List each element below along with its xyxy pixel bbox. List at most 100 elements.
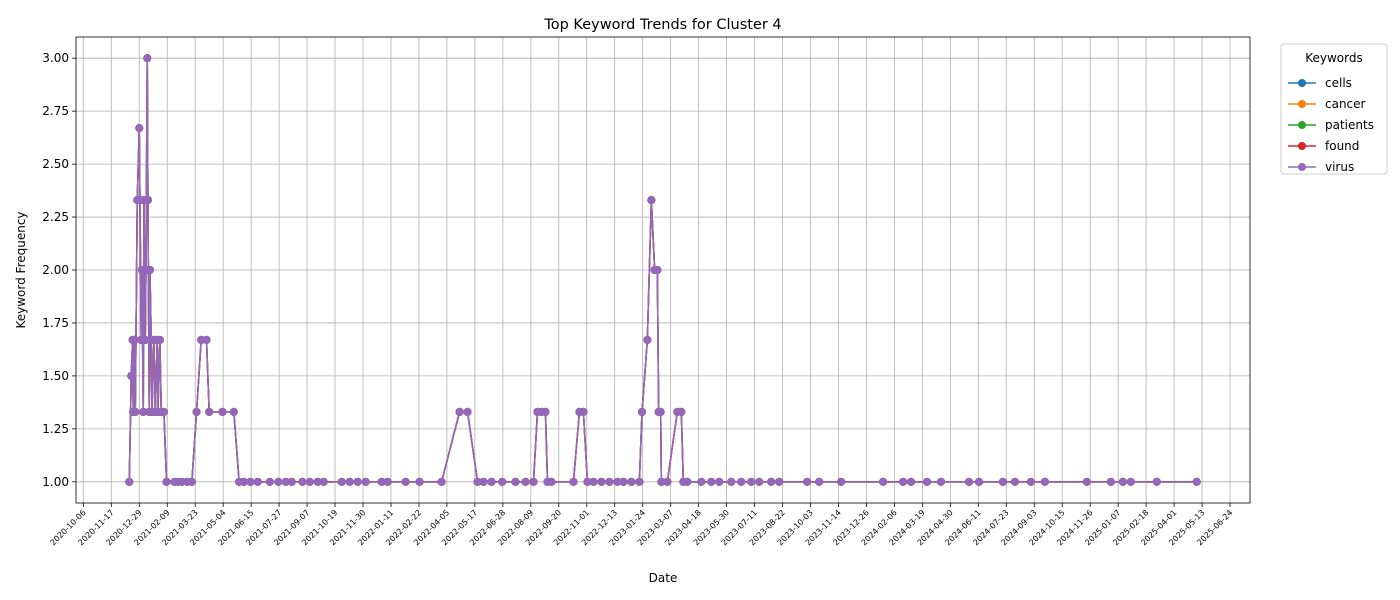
y-tick-label: 1.00	[42, 475, 69, 489]
data-point	[1152, 477, 1161, 486]
legend-label: found	[1325, 139, 1359, 153]
data-point	[899, 477, 908, 486]
data-point	[583, 477, 592, 486]
data-point	[1082, 477, 1091, 486]
data-point	[141, 335, 150, 344]
legend-marker	[1298, 142, 1306, 150]
data-point	[274, 477, 283, 486]
data-point	[815, 477, 824, 486]
data-point	[657, 477, 666, 486]
data-point	[767, 477, 776, 486]
data-point	[281, 477, 290, 486]
data-point	[253, 477, 262, 486]
legend-title: Keywords	[1305, 51, 1363, 65]
data-point	[498, 477, 507, 486]
data-point	[613, 477, 622, 486]
data-point	[907, 477, 916, 486]
plot-area	[125, 54, 1201, 486]
data-point	[747, 477, 756, 486]
y-tick-label: 1.75	[42, 316, 69, 330]
legend-label: virus	[1325, 160, 1354, 174]
legend-marker	[1298, 163, 1306, 171]
data-point	[597, 477, 606, 486]
data-point	[415, 477, 424, 486]
data-point	[131, 407, 140, 416]
data-point	[715, 477, 724, 486]
data-point	[218, 407, 227, 416]
data-point	[635, 477, 644, 486]
data-point	[401, 477, 410, 486]
data-point	[638, 407, 647, 416]
y-tick-label: 1.25	[42, 422, 69, 436]
data-point	[187, 477, 196, 486]
y-tick-label: 2.75	[42, 104, 69, 118]
data-point	[487, 477, 496, 486]
data-point	[589, 477, 598, 486]
data-point	[1026, 477, 1035, 486]
data-point	[383, 477, 392, 486]
data-point	[677, 407, 686, 416]
data-point	[127, 371, 136, 380]
data-point	[697, 477, 706, 486]
data-point	[135, 124, 144, 133]
data-point	[541, 407, 550, 416]
data-point	[287, 477, 296, 486]
data-point	[529, 477, 538, 486]
data-point	[145, 266, 154, 274]
data-point	[879, 477, 888, 486]
data-point	[569, 477, 578, 486]
data-point	[139, 407, 148, 416]
data-point	[479, 477, 488, 486]
data-point	[737, 477, 746, 486]
data-point	[125, 477, 134, 486]
data-point	[775, 477, 784, 486]
data-point	[229, 407, 238, 416]
data-point	[1010, 477, 1019, 486]
data-point	[239, 477, 248, 486]
data-point	[1040, 477, 1049, 486]
data-point	[159, 407, 168, 416]
data-point	[463, 407, 472, 416]
data-point	[298, 477, 307, 486]
data-point	[130, 335, 139, 344]
data-point	[437, 477, 446, 486]
data-point	[162, 477, 171, 486]
data-point	[155, 335, 164, 344]
y-tick-label: 2.25	[42, 210, 69, 224]
data-point	[265, 477, 274, 486]
data-point	[837, 477, 846, 486]
data-point	[361, 477, 370, 486]
legend: Keywords cells cancer patients found virus	[1280, 43, 1388, 175]
data-point	[521, 477, 530, 486]
data-point	[1192, 477, 1201, 486]
data-point	[1106, 477, 1115, 486]
y-tick-label: 2.00	[42, 263, 69, 277]
data-point	[707, 477, 716, 486]
data-point	[511, 477, 520, 486]
data-point	[345, 477, 354, 486]
data-point	[653, 266, 662, 274]
legend-box	[1280, 43, 1388, 175]
data-point	[643, 335, 652, 344]
data-point	[656, 407, 665, 416]
data-point	[305, 477, 314, 486]
data-point	[998, 477, 1007, 486]
plot-frame	[75, 36, 1251, 504]
legend-marker	[1298, 79, 1306, 87]
data-point	[143, 196, 152, 205]
data-point	[353, 477, 362, 486]
data-point	[1118, 477, 1127, 486]
data-point	[647, 196, 656, 205]
data-point	[143, 54, 152, 63]
data-point	[619, 477, 628, 486]
data-point	[663, 477, 672, 486]
data-point	[202, 335, 211, 344]
legend-marker	[1298, 121, 1306, 129]
data-point	[319, 477, 328, 486]
legend-marker	[1298, 100, 1306, 108]
data-point	[627, 477, 636, 486]
chart-title: Top Keyword Trends for Cluster 4	[543, 17, 781, 33]
